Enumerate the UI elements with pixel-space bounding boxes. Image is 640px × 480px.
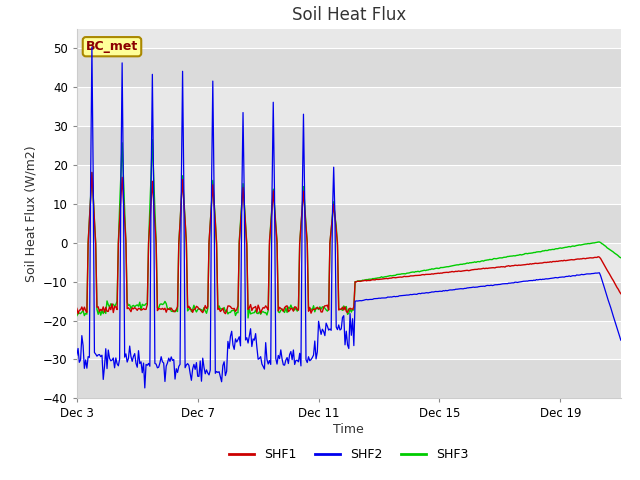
Bar [77, 204, 621, 243]
X-axis label: Time: Time [333, 423, 364, 436]
Text: BC_met: BC_met [86, 40, 138, 53]
Y-axis label: Soil Heat Flux (W/m2): Soil Heat Flux (W/m2) [24, 145, 38, 282]
Legend: SHF1, SHF2, SHF3: SHF1, SHF2, SHF3 [224, 443, 474, 466]
Bar [77, 126, 621, 165]
Bar [77, 360, 621, 398]
Bar [77, 48, 621, 87]
Title: Soil Heat Flux: Soil Heat Flux [292, 6, 406, 24]
Bar [77, 282, 621, 321]
